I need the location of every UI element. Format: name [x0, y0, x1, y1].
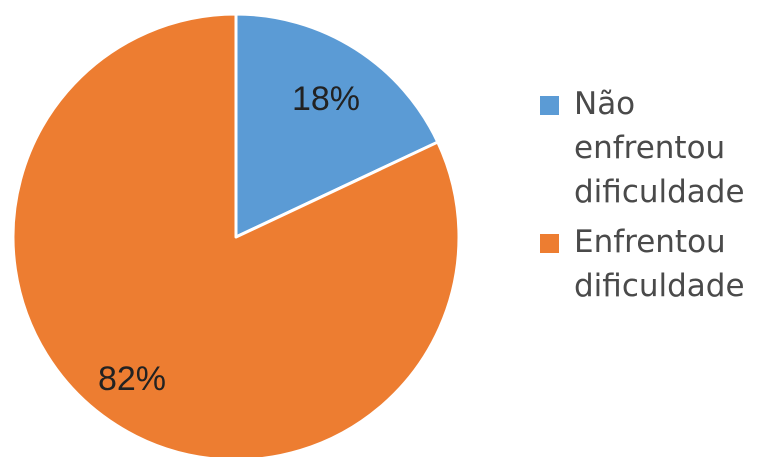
pie-slices	[11, 12, 461, 457]
legend-item-nao-enfrentou: Não enfrentou dificuldade	[540, 82, 762, 214]
chart-legend: Não enfrentou dificuldade Enfrentou difi…	[540, 82, 762, 314]
data-label-nao-enfrentou: 18%	[292, 80, 360, 118]
pie-slice-enfrentou	[11, 12, 461, 457]
pie-data-labels: 18% 82%	[98, 80, 360, 398]
data-label-enfrentou: 82%	[98, 360, 166, 398]
legend-label-nao-enfrentou: Não enfrentou dificuldade	[574, 86, 745, 210]
legend-label-enfrentou: Enfrentou dificuldade	[574, 224, 745, 304]
legend-item-enfrentou: Enfrentou dificuldade	[540, 220, 762, 308]
legend-swatch-nao-enfrentou	[540, 96, 559, 115]
pie-slice-nao-enfrentou	[234, 12, 440, 239]
legend-swatch-enfrentou	[540, 234, 559, 253]
